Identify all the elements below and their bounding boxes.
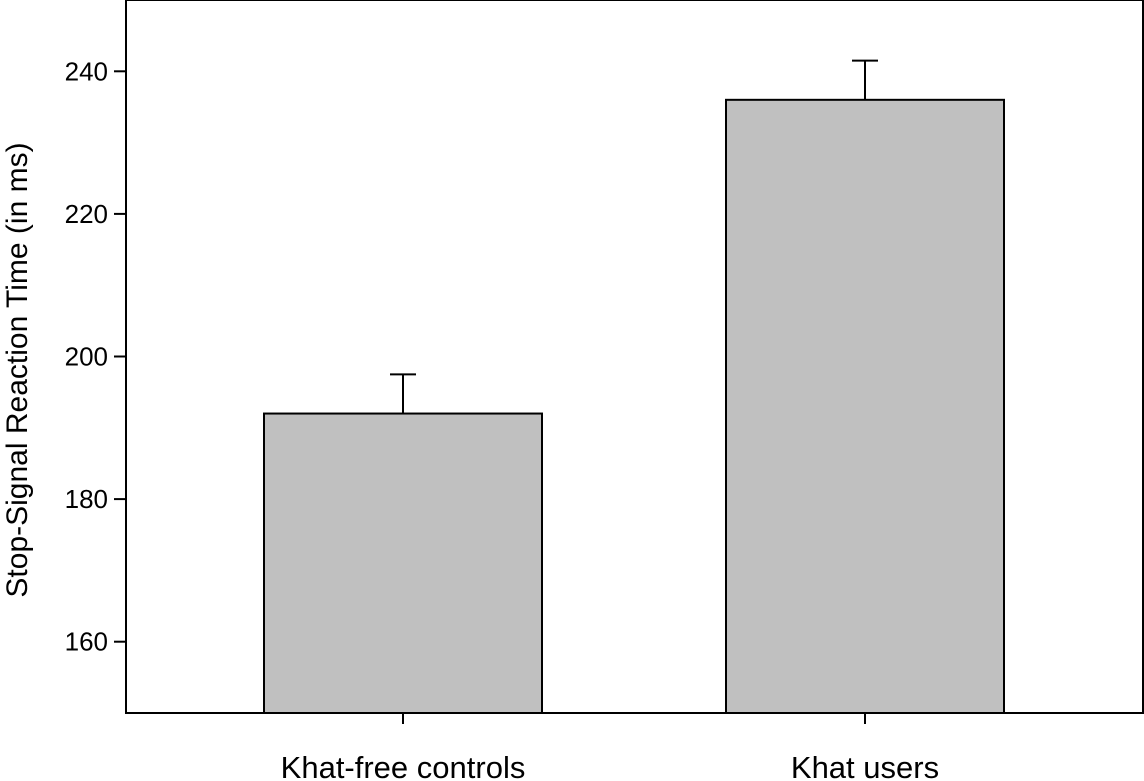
y-tick-label-180: 180: [65, 484, 108, 514]
x-tick-label-2: Khat users: [791, 750, 939, 781]
bar-1: [263, 412, 543, 714]
x-axis: Khat-free controls Khat users: [281, 713, 939, 781]
y-axis-title: Stop-Signal Reaction Time (in ms): [1, 142, 34, 597]
bars-layer: [263, 59, 1005, 714]
y-tick-label-220: 220: [65, 199, 108, 229]
y-tick-label-200: 200: [65, 342, 108, 372]
y-tick-label-240: 240: [65, 56, 108, 86]
y-axis: 160 180 200 220 240: [65, 56, 126, 657]
y-tick-label-160: 160: [65, 627, 108, 657]
x-tick-label-1: Khat-free controls: [281, 750, 526, 781]
bar-2: [725, 98, 1005, 714]
